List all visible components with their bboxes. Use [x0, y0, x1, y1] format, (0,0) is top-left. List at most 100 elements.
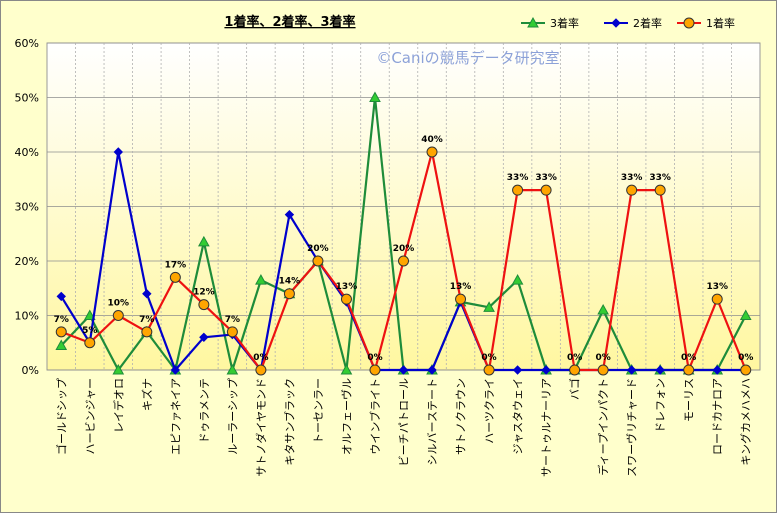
legend-label: 2着率 [633, 16, 662, 30]
data-point [540, 184, 552, 196]
data-label: 33% [649, 173, 671, 183]
data-point [369, 91, 381, 102]
data-point [655, 365, 665, 375]
data-point [340, 293, 352, 305]
x-tick-label: ドゥラメンテ [198, 378, 211, 444]
data-point [683, 364, 695, 376]
data-point [255, 274, 267, 285]
data-point [84, 337, 96, 349]
x-tick-label: ゴールドシップ [54, 378, 68, 455]
x-tick-label: ルーラーシップ [226, 378, 239, 455]
data-label: 0% [738, 353, 753, 363]
x-tick-label: エピファネイア [169, 378, 182, 455]
data-point [398, 365, 409, 375]
data-point [141, 326, 153, 338]
data-point [142, 288, 152, 299]
x-tick-label: ドレフォン [654, 378, 667, 433]
data-label: 0% [481, 353, 496, 363]
data-point [112, 310, 124, 321]
data-label: 5% [82, 326, 97, 336]
data-label: 20% [393, 244, 415, 254]
data-point [597, 304, 609, 315]
data-point [427, 365, 437, 375]
x-tick-label: キズナ [140, 378, 154, 411]
data-label: 0% [367, 353, 382, 363]
data-point [483, 301, 495, 312]
data-label: 33% [535, 173, 557, 183]
data-point [654, 184, 666, 196]
data-point [198, 299, 210, 311]
series-1着率 [55, 146, 752, 376]
data-point [284, 209, 295, 220]
data-label: 0% [567, 353, 582, 363]
data-label: 33% [507, 173, 529, 183]
watermark: ©Caniの競馬データ研究室 [376, 49, 559, 67]
data-point [83, 309, 96, 320]
legend-label: 1着率 [706, 16, 735, 30]
x-tick-label: サートゥルナーリア [540, 378, 553, 477]
data-point [711, 293, 723, 305]
data-point [312, 255, 324, 267]
data-label: 14% [279, 277, 301, 287]
data-point [739, 309, 752, 320]
x-tick-label: サトノダイヤモンド [254, 378, 268, 477]
data-label: 0% [681, 353, 696, 363]
data-label: 7% [225, 315, 240, 325]
data-point [198, 235, 210, 247]
y-tick-label: 50% [15, 92, 39, 105]
x-tick-label: ハーツクライ [483, 378, 496, 444]
x-tick-label: レイデオロ [111, 378, 125, 433]
data-point [255, 364, 267, 376]
x-tick-label: シルバーステート [426, 378, 439, 465]
data-point [426, 146, 438, 158]
x-tick-label: モーリス [683, 378, 696, 422]
data-label: 10% [108, 299, 130, 309]
x-tick-label: ジャスタウェイ [512, 378, 525, 454]
data-point [740, 364, 752, 376]
data-point [340, 363, 353, 375]
x-tick-label: バゴ [568, 378, 582, 400]
y-axis: 0% 10% 20% 30% 40% 50% 60% [15, 37, 39, 377]
data-point [626, 184, 638, 196]
y-tick-label: 60% [15, 37, 39, 50]
legend-label: 3着率 [550, 16, 579, 30]
data-point [569, 364, 581, 376]
data-label: 17% [165, 260, 187, 270]
data-point [113, 147, 124, 157]
x-tick-label: ビーチパトロール [398, 378, 411, 466]
x-tick-label: ロードカナロア [711, 378, 724, 455]
y-tick-label: 20% [15, 255, 39, 268]
legend-item: 3着率 [521, 16, 579, 30]
data-point [398, 255, 409, 267]
data-point [226, 363, 239, 375]
data-point [55, 326, 67, 338]
data-label: 13% [706, 282, 728, 292]
data-point [283, 288, 295, 300]
x-tick-label: トーセンラー [312, 378, 325, 444]
x-tick-label: ハービンジャー [84, 378, 97, 454]
data-point [512, 365, 523, 375]
legend-item: 1着率 [677, 16, 735, 30]
data-label: 12% [193, 288, 215, 298]
data-point [597, 364, 609, 376]
x-tick-label: ディープインパクト [596, 378, 610, 476]
x-axis: ゴールドシップ ハービンジャー レイデオロ キズナ エピファネイア ドゥラメンテ ルーラーシ… [54, 378, 752, 477]
data-point [169, 271, 181, 283]
data-point [369, 364, 381, 376]
y-tick-label: 40% [15, 146, 39, 159]
data-point [712, 365, 722, 375]
legend-marker [683, 17, 695, 29]
data-label: 20% [307, 244, 329, 254]
data-point [112, 363, 125, 375]
data-point [541, 365, 551, 375]
legend-item: 2着率 [604, 16, 662, 30]
x-tick-label: オルフェーヴル [339, 378, 353, 455]
legend-marker [611, 18, 621, 28]
data-label: 13% [336, 282, 358, 292]
data-point [626, 365, 637, 375]
data-point [56, 291, 66, 302]
data-point [199, 332, 209, 343]
y-tick-label: 0% [22, 364, 39, 377]
y-tick-label: 30% [15, 201, 39, 214]
data-label: 7% [54, 315, 69, 325]
